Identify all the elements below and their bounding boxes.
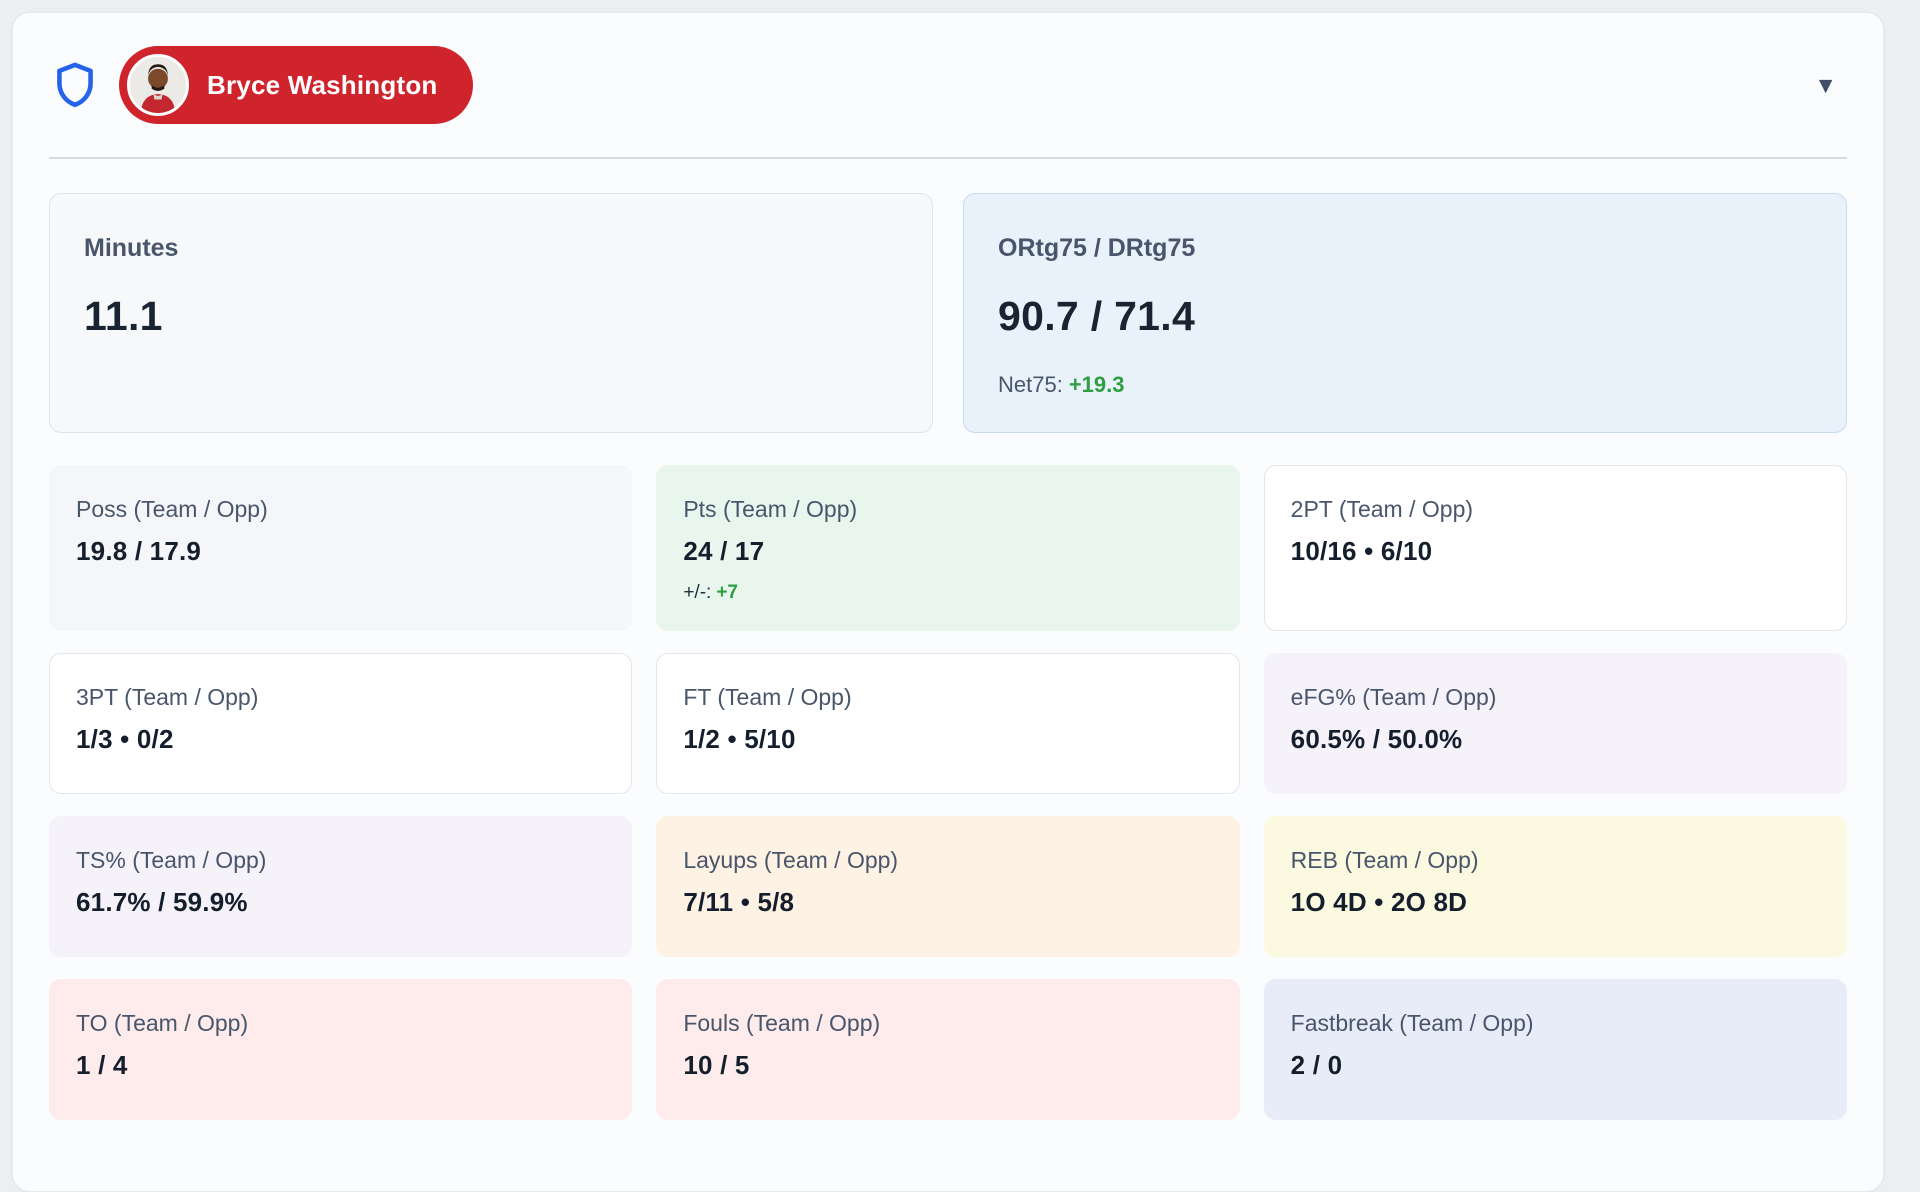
stat-card-2pt: 2PT (Team / Opp) 10/16 • 6/10: [1263, 465, 1847, 631]
player-pill-button[interactable]: Bryce Washington: [119, 46, 474, 124]
stat-card-fastbreak: Fastbreak (Team / Opp) 2 / 0: [1263, 979, 1847, 1120]
rating-card: ORtg75 / DRtg75 90.7 / 71.4 Net75: +19.3: [963, 193, 1847, 433]
stat-card-3pt: 3PT (Team / Opp) 1/3 • 0/2: [49, 653, 633, 794]
stats-content: Minutes 11.1 ORtg75 / DRtg75 90.7 / 71.4…: [13, 159, 1883, 1160]
stat-card-ts: TS% (Team / Opp) 61.7% / 59.9%: [49, 816, 633, 957]
shield-icon: [53, 61, 97, 109]
net-rating: Net75: +19.3: [998, 372, 1125, 397]
header-left: Bryce Washington: [53, 46, 474, 124]
collapse-chevron-icon[interactable]: ▼: [1814, 71, 1837, 98]
featured-grid: Minutes 11.1 ORtg75 / DRtg75 90.7 / 71.4…: [49, 193, 1847, 433]
header-divider: [49, 157, 1847, 159]
stat-card-to: TO (Team / Opp) 1 / 4: [49, 979, 633, 1120]
stat-card-fouls: Fouls (Team / Opp) 10 / 5: [656, 979, 1240, 1120]
stat-card-ft: FT (Team / Opp) 1/2 • 5/10: [656, 653, 1240, 794]
stat-card-poss: Poss (Team / Opp) 19.8 / 17.9: [49, 465, 633, 631]
rating-value: 90.7 / 71.4: [998, 293, 1196, 339]
stats-grid: Poss (Team / Opp) 19.8 / 17.9 Pts (Team …: [49, 465, 1847, 1120]
plus-minus: +/-: +7: [683, 582, 738, 603]
minutes-value: 11.1: [84, 293, 163, 339]
rating-label: ORtg75 / DRtg75: [998, 234, 1196, 262]
stat-card-pts: Pts (Team / Opp) 24 / 17 +/-: +7: [656, 465, 1240, 631]
minutes-label: Minutes: [84, 234, 179, 262]
player-name: Bryce Washington: [207, 69, 438, 100]
stat-card-layups: Layups (Team / Opp) 7/11 • 5/8: [656, 816, 1240, 957]
player-avatar: [127, 54, 189, 116]
panel-header: Bryce Washington ▼: [13, 13, 1883, 157]
stat-card-reb: REB (Team / Opp) 1O 4D • 2O 8D: [1263, 816, 1847, 957]
player-stats-panel: Bryce Washington ▼ Minutes 11.1 ORtg75 /…: [12, 12, 1884, 1192]
minutes-card: Minutes 11.1: [49, 193, 933, 433]
stat-card-efg: eFG% (Team / Opp) 60.5% / 50.0%: [1263, 653, 1847, 794]
